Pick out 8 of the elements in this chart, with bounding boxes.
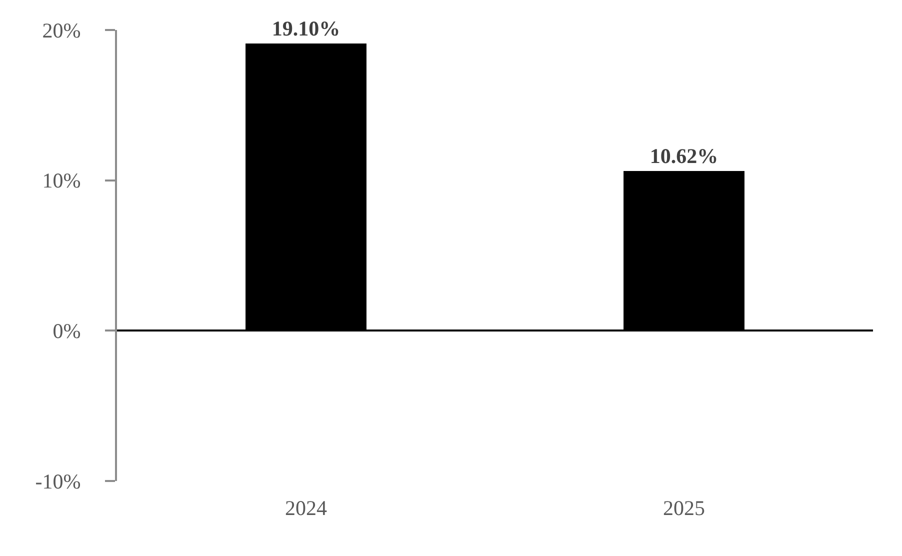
y-tick-label: 20% [42, 18, 81, 42]
y-tick-label: 0% [52, 319, 81, 344]
x-tick-label: 2024 [285, 496, 328, 520]
data-label: 19.10% [272, 16, 340, 41]
y-tick-label: 10% [42, 168, 81, 193]
data-label: 10.62% [650, 144, 718, 168]
x-tick-label: 2025 [663, 496, 705, 520]
y-tick-label: -10% [35, 469, 81, 494]
